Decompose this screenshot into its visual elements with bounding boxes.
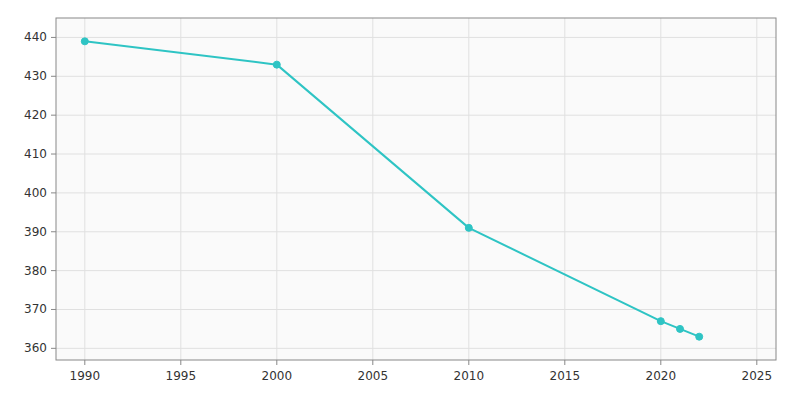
grid-line-y	[56, 270, 776, 271]
x-tick	[180, 360, 181, 365]
plot-frame	[56, 18, 776, 360]
x-tick	[660, 360, 661, 365]
x-tick-label: 2010	[454, 369, 485, 383]
y-tick	[51, 76, 56, 77]
y-tick-label: 380	[24, 264, 47, 278]
chart-container: 1990 1995 2000 2005 2010 2015 2020 2025 360 370 38…	[0, 0, 800, 400]
grid-line-x	[84, 18, 85, 360]
grid-line-y	[56, 309, 776, 310]
grid-line-y	[56, 231, 776, 232]
y-tick	[51, 348, 56, 349]
y-tick-label: 390	[24, 225, 47, 239]
point	[465, 224, 472, 231]
x-tick	[756, 360, 757, 365]
y-tick-label: 440	[24, 30, 47, 44]
x-tick-label: 1995	[166, 369, 197, 383]
y-tick	[51, 115, 56, 116]
y-tick-label: 400	[24, 186, 47, 200]
grid-line-x	[660, 18, 661, 360]
y-tick-label: 420	[24, 108, 47, 122]
grid-line-y	[56, 76, 776, 77]
point	[657, 318, 664, 325]
y-tick-label: 430	[24, 69, 47, 83]
grid-line-y	[56, 192, 776, 193]
x-tick	[468, 360, 469, 365]
plot-background	[56, 18, 776, 360]
y-tick	[51, 154, 56, 155]
y-tick	[51, 37, 56, 38]
x-tick-label: 1990	[70, 369, 101, 383]
plot-area	[81, 38, 702, 340]
grid-line-x	[372, 18, 373, 360]
point	[696, 333, 703, 340]
grid-line-x	[756, 18, 757, 360]
x-tick-label: 2020	[646, 369, 677, 383]
chart: 1990 1995 2000 2005 2010 2015 2020 2025 360 370 38…	[0, 0, 800, 400]
line	[85, 41, 699, 336]
point	[81, 38, 88, 45]
y-tick-label: 410	[24, 147, 47, 161]
axes: 1990 1995 2000 2005 2010 2015 2020 2025 360 370 38…	[24, 30, 772, 383]
y-tick	[51, 309, 56, 310]
y-tick-label: 360	[24, 341, 47, 355]
x-tick	[276, 360, 277, 365]
x-tick-label: 2005	[358, 369, 389, 383]
x-tick-label: 2015	[550, 369, 581, 383]
x-tick-label: 2000	[262, 369, 293, 383]
point	[273, 61, 280, 68]
x-tick	[84, 360, 85, 365]
x-tick-label: 2025	[742, 369, 773, 383]
grid-line-y	[56, 154, 776, 155]
y-tick	[51, 270, 56, 271]
grid	[56, 18, 776, 360]
y-tick	[51, 192, 56, 193]
grid-line-x	[468, 18, 469, 360]
point	[677, 325, 684, 332]
x-tick	[564, 360, 565, 365]
grid-line-x	[276, 18, 277, 360]
y-tick	[51, 231, 56, 232]
grid-line-y	[56, 37, 776, 38]
y-tick-label: 370	[24, 302, 47, 316]
grid-line-x	[180, 18, 181, 360]
grid-line-y	[56, 115, 776, 116]
x-tick	[372, 360, 373, 365]
grid-line-y	[56, 348, 776, 349]
grid-line-x	[564, 18, 565, 360]
